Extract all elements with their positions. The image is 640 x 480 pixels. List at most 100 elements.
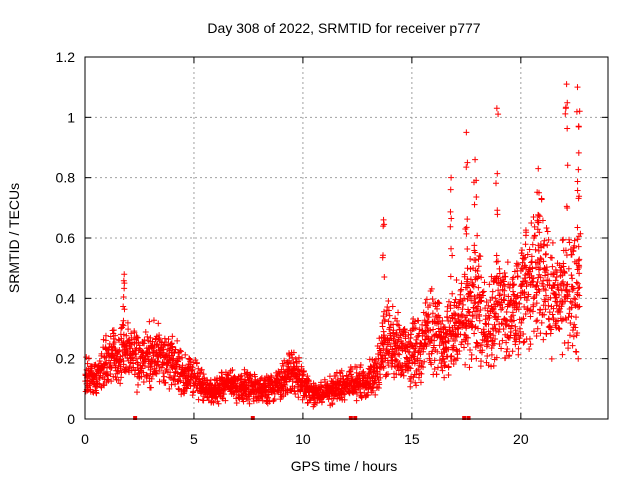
data-point xyxy=(520,339,527,346)
data-point xyxy=(195,396,202,403)
data-point xyxy=(570,333,577,340)
data-point xyxy=(455,304,462,311)
data-point xyxy=(449,252,456,259)
data-point xyxy=(533,300,540,307)
data-point xyxy=(353,397,360,404)
data-point xyxy=(441,362,448,369)
data-point xyxy=(357,362,364,369)
data-point xyxy=(576,292,583,299)
data-point xyxy=(563,81,570,88)
data-point xyxy=(501,291,508,298)
data-point xyxy=(175,385,182,392)
data-point xyxy=(84,360,91,367)
data-point xyxy=(123,346,130,353)
data-point xyxy=(128,330,135,337)
data-point xyxy=(463,312,470,319)
data-point xyxy=(384,304,391,311)
data-point xyxy=(492,310,499,317)
data-point xyxy=(210,399,217,406)
data-point xyxy=(445,363,452,370)
data-point xyxy=(536,288,543,295)
data-point xyxy=(380,313,387,320)
data-point xyxy=(470,283,477,290)
data-point xyxy=(571,237,578,244)
data-point xyxy=(464,265,471,272)
data-point xyxy=(472,324,479,331)
data-point xyxy=(479,347,486,354)
data-point xyxy=(239,395,246,402)
data-point xyxy=(486,281,493,288)
data-point xyxy=(504,346,511,353)
data-point xyxy=(495,329,502,336)
data-point xyxy=(425,314,432,321)
data-point xyxy=(427,340,434,347)
data-point xyxy=(131,329,138,336)
data-point xyxy=(515,351,522,358)
data-point xyxy=(464,334,471,341)
data-point xyxy=(575,195,582,202)
data-point xyxy=(536,213,543,220)
data-point xyxy=(125,326,132,333)
data-point xyxy=(233,400,240,407)
data-point xyxy=(472,257,479,264)
data-point xyxy=(485,302,492,309)
data-point xyxy=(531,223,538,230)
data-point xyxy=(567,298,574,305)
data-point xyxy=(353,390,360,397)
data-point xyxy=(433,371,440,378)
y-tick-label: 0.2 xyxy=(56,351,76,367)
data-point xyxy=(552,277,559,284)
data-point xyxy=(468,351,475,358)
data-point xyxy=(115,376,122,383)
data-point xyxy=(535,242,542,249)
data-point xyxy=(576,263,583,270)
data-point xyxy=(537,243,544,250)
data-point xyxy=(504,259,511,266)
data-point xyxy=(415,317,422,324)
data-point xyxy=(573,279,580,286)
data-point xyxy=(172,346,179,353)
data-point xyxy=(431,337,438,344)
data-point xyxy=(96,357,103,364)
data-point xyxy=(112,332,119,339)
data-point xyxy=(474,303,481,310)
data-point xyxy=(523,229,530,236)
data-point xyxy=(515,306,522,313)
data-point xyxy=(270,397,277,404)
data-point xyxy=(416,330,423,337)
data-point xyxy=(484,307,491,314)
data-point xyxy=(525,291,532,298)
data-point xyxy=(447,208,454,215)
data-point xyxy=(568,251,575,258)
data-point xyxy=(115,368,122,375)
data-point xyxy=(445,298,452,305)
data-point xyxy=(295,394,302,401)
data-point xyxy=(532,246,539,253)
data-point xyxy=(572,296,579,303)
data-point xyxy=(520,255,527,262)
data-point xyxy=(463,164,470,171)
data-point xyxy=(181,388,188,395)
data-point xyxy=(534,317,541,324)
data-point xyxy=(146,318,153,325)
data-point xyxy=(564,125,571,132)
data-point xyxy=(472,274,479,281)
data-point xyxy=(271,390,278,397)
data-point xyxy=(469,282,476,289)
data-point xyxy=(420,346,427,353)
data-point xyxy=(155,320,162,327)
data-point xyxy=(510,312,517,319)
data-point xyxy=(280,362,287,369)
data-point xyxy=(565,345,572,352)
data-point xyxy=(395,350,402,357)
data-point xyxy=(412,318,419,325)
data-point xyxy=(250,398,257,405)
data-point xyxy=(339,373,346,380)
data-point xyxy=(444,314,451,321)
data-point xyxy=(531,232,538,239)
data-point xyxy=(430,326,437,333)
data-point xyxy=(577,230,584,237)
data-point xyxy=(136,342,143,349)
data-point xyxy=(159,349,166,356)
